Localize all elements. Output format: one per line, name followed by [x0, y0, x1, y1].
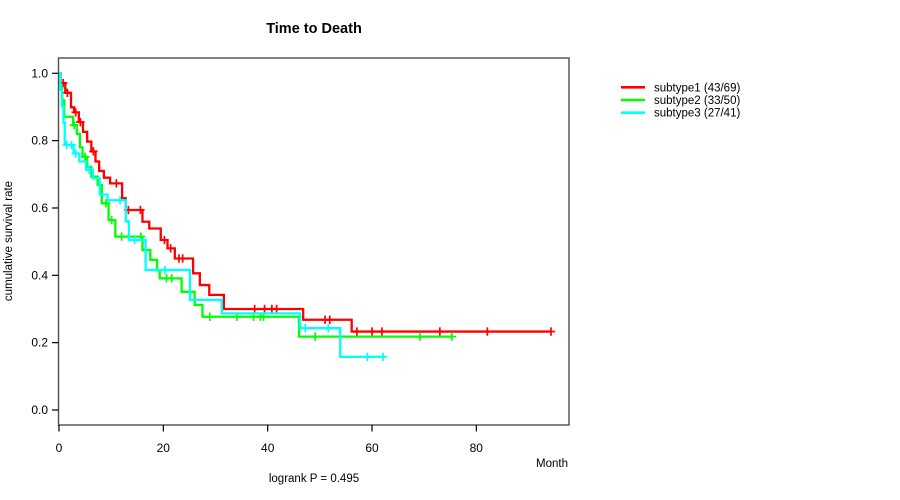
survival-curves — [58, 72, 556, 362]
legend-label-subtype2: subtype2 (33/50) — [654, 95, 740, 107]
survival-curve-subtype1 — [58, 72, 556, 336]
survival-curve-subtype2 — [59, 72, 457, 341]
x-tick-label: 80 — [470, 441, 484, 455]
y-tick-label: 0.8 — [31, 134, 48, 148]
y-tick-label: 0.0 — [31, 403, 48, 417]
plot-title: Time to Death — [266, 21, 362, 37]
legend-item-subtype1: subtype1 (43/69) — [621, 82, 740, 94]
x-tick-label: 0 — [56, 441, 63, 455]
y-axis-tick-labels: 1.0 0.8 0.6 0.4 0.2 0.0 — [31, 66, 48, 417]
x-tick-label: 40 — [261, 441, 275, 455]
legend-item-subtype2: subtype2 (33/50) — [621, 95, 740, 107]
y-tick-label: 0.4 — [31, 268, 48, 282]
axis-ticks — [52, 72, 477, 432]
legend-label-subtype3: subtype3 (27/41) — [654, 108, 740, 120]
km-step-path-subtype3 — [59, 72, 383, 358]
x-tick-label: 60 — [365, 441, 379, 455]
survival-curve-subtype3 — [59, 72, 388, 362]
km-step-path-subtype1 — [59, 72, 551, 333]
logrank-pvalue: logrank P = 0.495 — [269, 473, 359, 485]
km-step-path-subtype2 — [59, 72, 452, 338]
y-tick-label: 0.2 — [31, 336, 48, 350]
y-tick-label: 1.0 — [31, 66, 48, 80]
y-axis-label: cumulative survival rate — [3, 181, 15, 301]
plot-box — [57, 57, 570, 426]
y-tick-label: 0.6 — [31, 201, 48, 215]
x-axis-label: Month — [536, 458, 568, 470]
x-tick-label: 20 — [157, 441, 171, 455]
x-axis-tick-labels: 0 20 40 60 80 — [56, 441, 484, 455]
legend: subtype1 (43/69) subtype2 (33/50) subtyp… — [621, 82, 740, 120]
legend-item-subtype3: subtype3 (27/41) — [621, 108, 740, 120]
legend-label-subtype1: subtype1 (43/69) — [654, 82, 740, 94]
